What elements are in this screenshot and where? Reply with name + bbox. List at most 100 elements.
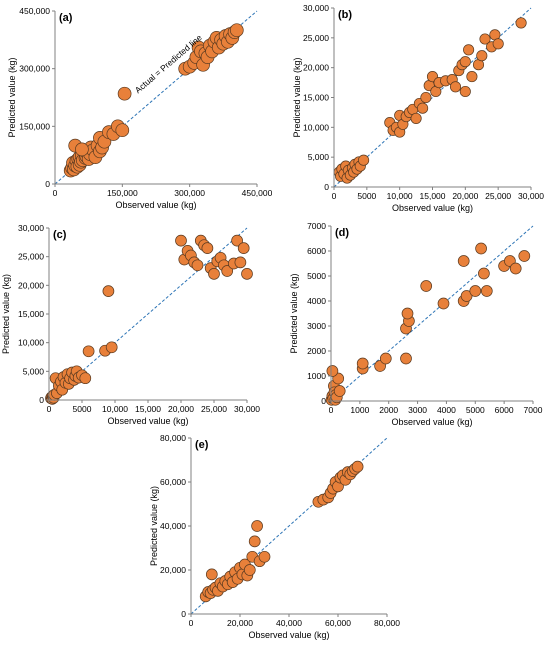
- x-tick-label: 80,000: [374, 618, 400, 628]
- data-point: [420, 280, 433, 292]
- data-point: [379, 352, 392, 365]
- y-tick-label: 30,000: [18, 223, 44, 233]
- x-tick-label: 0: [189, 618, 194, 628]
- x-tick-label: 0: [329, 405, 334, 415]
- x-axis-label: Observed value (kg): [107, 416, 188, 426]
- y-tick-label: 5,000: [308, 152, 330, 162]
- x-axis-label: Observed value (kg): [392, 203, 473, 213]
- y-axis-label: Predicted value (kg): [149, 486, 159, 566]
- x-tick-label: 7000: [524, 405, 543, 415]
- x-tick-label: 0: [47, 404, 52, 414]
- data-point: [102, 285, 115, 297]
- data-point: [333, 385, 346, 397]
- data-point: [479, 33, 491, 45]
- data-point: [460, 290, 473, 302]
- y-tick-label: 25,000: [303, 33, 329, 43]
- data-point: [518, 250, 531, 262]
- scatter-panel-e: 0 20,000 40,000 60,000 80,000 0 20,000 40,000 60…: [149, 433, 400, 640]
- y-axis-label: Predicted value (kg): [1, 274, 11, 354]
- y-tick-label: 4000: [307, 296, 326, 306]
- y-tick-label: 3000: [307, 321, 326, 331]
- y-tick-label: 0: [321, 396, 326, 406]
- data-point: [478, 267, 490, 280]
- scatter-panel-d: 0 1000 2000 3000 4000 5000 6000 7000 0 1000 2000 30…: [289, 221, 543, 427]
- data-point: [251, 520, 263, 532]
- data-point: [437, 297, 450, 310]
- data-point: [457, 255, 470, 267]
- data-point: [208, 268, 220, 280]
- y-tick-label: 1000: [307, 371, 326, 381]
- data-point: [509, 262, 522, 275]
- data-point: [258, 550, 271, 563]
- x-tick-label: 60,000: [325, 618, 351, 628]
- y-tick-label: 5,000: [23, 366, 45, 376]
- identity-line: [330, 225, 534, 402]
- data-point: [459, 85, 471, 98]
- panel-label: (d): [335, 227, 349, 239]
- x-axis-label: Observed value (kg): [391, 417, 472, 427]
- data-point: [237, 242, 250, 254]
- y-tick-label: 450,000: [19, 6, 50, 16]
- x-tick-label: 30,000: [518, 191, 544, 201]
- x-tick-label: 2000: [379, 405, 398, 415]
- data-point: [231, 234, 243, 247]
- x-tick-label: 1000: [350, 405, 369, 415]
- x-tick-label: 3000: [408, 405, 427, 415]
- y-tick-label: 25,000: [18, 252, 44, 262]
- data-point: [326, 365, 339, 377]
- data-point: [401, 307, 414, 320]
- x-tick-label: 300,000: [174, 188, 205, 198]
- data-point: [205, 568, 218, 581]
- x-axis-label: Observed value (kg): [115, 200, 196, 210]
- x-tick-label: 10,000: [102, 404, 128, 414]
- x-tick-label: 25,000: [201, 404, 227, 414]
- data-point: [420, 91, 432, 104]
- y-tick-label: 80,000: [160, 433, 186, 443]
- data-point: [79, 372, 92, 385]
- data-point: [221, 265, 234, 277]
- x-tick-label: 5000: [73, 404, 92, 414]
- data-point: [480, 285, 493, 297]
- data-point: [248, 535, 261, 548]
- y-tick-label: 300,000: [19, 64, 50, 74]
- y-tick-label: 15,000: [303, 93, 329, 103]
- y-tick-label: 30,000: [303, 3, 329, 13]
- data-point: [229, 23, 244, 38]
- y-axis-label: Predicted value (kg): [7, 57, 17, 137]
- data-point: [449, 81, 462, 93]
- data-point: [234, 256, 247, 269]
- data-point: [469, 285, 482, 297]
- x-tick-label: 5000: [466, 405, 485, 415]
- y-tick-label: 0: [181, 609, 186, 619]
- y-tick-label: 0: [45, 179, 50, 189]
- data-point: [201, 242, 214, 254]
- data-point: [459, 56, 471, 68]
- data-point: [476, 50, 488, 62]
- y-tick-label: 10,000: [303, 122, 329, 132]
- x-tick-label: 20,000: [168, 404, 194, 414]
- y-tick-label: 20,000: [303, 63, 329, 73]
- y-tick-label: 6000: [307, 246, 326, 256]
- data-point: [515, 17, 527, 29]
- x-tick-label: 150,000: [107, 188, 138, 198]
- panel-label: (c): [53, 229, 67, 241]
- x-tick-label: 40,000: [276, 618, 302, 628]
- y-tick-label: 5000: [307, 271, 326, 281]
- y-tick-label: 40,000: [160, 521, 186, 531]
- identity-line: [48, 227, 248, 401]
- data-point: [410, 112, 422, 124]
- panel-label: (a): [59, 12, 73, 24]
- y-axis-label: Predicted value (kg): [292, 57, 302, 137]
- y-tick-label: 20,000: [18, 280, 44, 290]
- data-point: [475, 242, 487, 255]
- y-tick-label: 10,000: [18, 338, 44, 348]
- data-point: [417, 102, 429, 114]
- identity-line: [190, 437, 388, 615]
- data-point: [105, 341, 118, 354]
- y-tick-label: 150,000: [19, 121, 50, 131]
- data-point: [175, 234, 187, 247]
- x-tick-label: 5000: [357, 191, 376, 201]
- y-tick-label: 20,000: [160, 565, 186, 575]
- x-tick-label: 10,000: [387, 191, 413, 201]
- y-tick-label: 2000: [307, 346, 326, 356]
